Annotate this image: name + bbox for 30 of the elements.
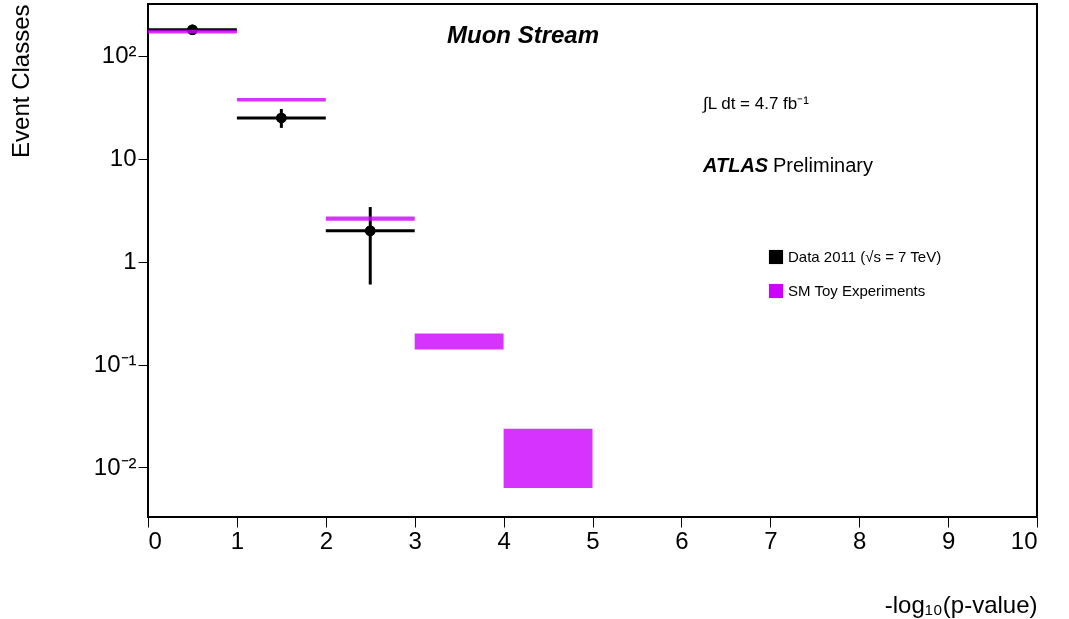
bar	[414, 333, 504, 350]
x-axis-title: -log₁₀(p-value)	[884, 590, 1038, 618]
x-tick-label: 5	[586, 526, 600, 554]
x-tick-label: 2	[319, 526, 333, 554]
bar	[325, 216, 415, 221]
legend-label: Data 2011 (√s = 7 TeV)	[788, 248, 942, 265]
x-tick-label: 8	[853, 526, 867, 554]
annotation: ATLAS	[702, 154, 769, 176]
y-tick-label: 10²	[101, 41, 137, 69]
point	[276, 112, 287, 124]
y-tick-label: 1	[123, 247, 137, 275]
x-tick-label: 4	[497, 526, 511, 554]
x-tick-label: 0	[148, 526, 162, 554]
bar	[503, 428, 593, 489]
x-tick-label: 7	[764, 526, 778, 554]
annotation: Preliminary	[773, 154, 874, 176]
x-tick-label: 6	[675, 526, 689, 554]
annotation: Muon Stream	[446, 21, 600, 48]
point	[365, 225, 376, 236]
y-tick-label: 10⁻¹	[93, 350, 137, 378]
y-tick-label: 10⁻²	[93, 452, 137, 480]
y-tick-label: 10	[109, 144, 137, 172]
x-tick-label: 10	[1010, 526, 1038, 554]
legend-label: SM Toy Experiments	[788, 282, 926, 299]
x-tick-label: 9	[941, 526, 956, 554]
annotation: ∫L dt = 4.7 fb⁻¹	[702, 94, 810, 113]
x-tick-label: 1	[230, 526, 245, 554]
y-axis-title: Event Classes	[6, 4, 34, 158]
x-tick-label: 3	[408, 526, 422, 554]
bar	[236, 98, 326, 102]
